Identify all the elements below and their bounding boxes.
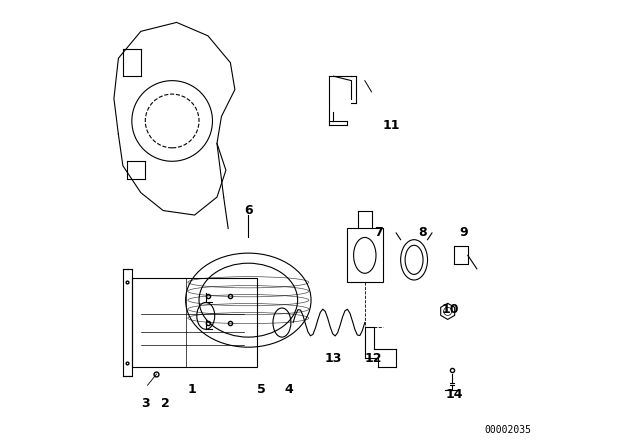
Text: 12: 12 bbox=[365, 352, 383, 365]
Bar bbox=[132, 278, 257, 367]
Text: 9: 9 bbox=[459, 226, 468, 240]
Text: 14: 14 bbox=[445, 388, 463, 401]
Text: 8: 8 bbox=[419, 226, 428, 240]
Text: 6: 6 bbox=[244, 204, 253, 217]
Bar bbox=[347, 228, 383, 282]
Text: 13: 13 bbox=[324, 352, 342, 365]
Text: 1: 1 bbox=[188, 383, 196, 396]
Text: 7: 7 bbox=[374, 226, 383, 240]
Text: 2: 2 bbox=[161, 396, 170, 410]
Text: 00002035: 00002035 bbox=[484, 425, 532, 435]
Text: 10: 10 bbox=[441, 302, 459, 316]
Text: 4: 4 bbox=[284, 383, 293, 396]
Text: 5: 5 bbox=[257, 383, 266, 396]
Text: 11: 11 bbox=[383, 119, 401, 132]
Text: 3: 3 bbox=[141, 396, 150, 410]
